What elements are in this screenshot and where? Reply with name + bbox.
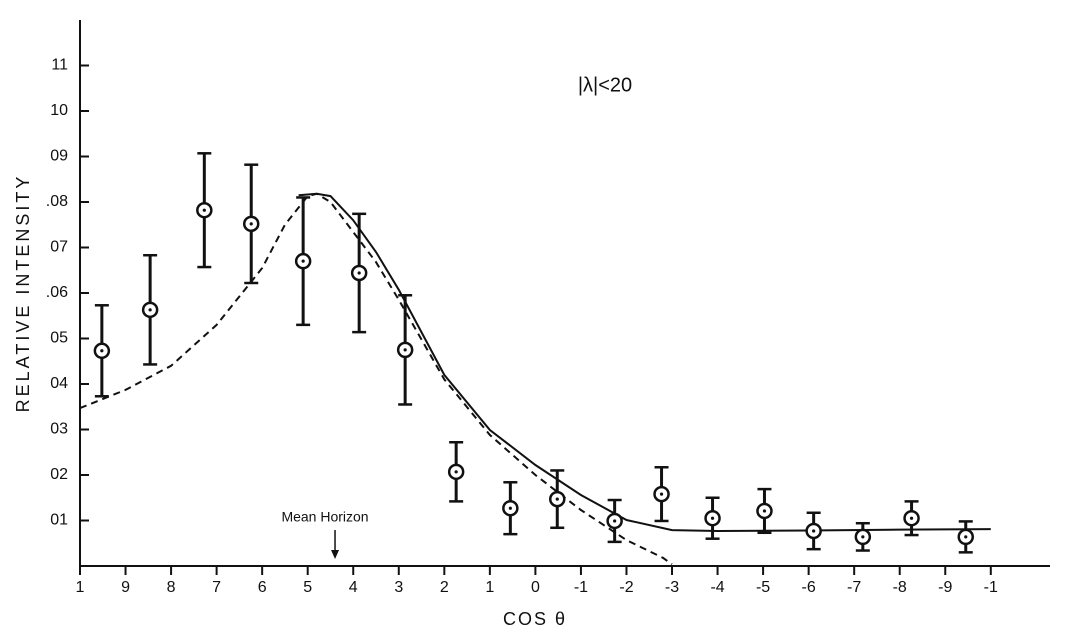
x-axis-label: COS θ [503,609,567,629]
x-tick-label: -8 [893,579,907,596]
x-tick-label: -7 [847,579,861,596]
x-tick-label: -9 [938,579,952,596]
mean-horizon-label: Mean Horizon [281,509,368,525]
mean-horizon-arrowhead [331,550,340,559]
dashed-curve [79,192,673,566]
y-tick-label: 11 [51,57,68,74]
x-tick-label: 7 [212,579,221,596]
x-tick-label: 3 [394,579,403,596]
y-axis-label: RELATIVE INTENSITY [13,174,33,413]
data-point-dot [613,519,617,523]
x-tick-label: -3 [665,579,679,596]
data-point-dot [710,516,715,520]
x-tick-label: 4 [349,579,358,596]
x-tick-label: -1 [574,579,588,596]
y-tick-label: 09 [50,148,68,165]
data-point-dot [861,535,865,539]
annotation: |λ|<20 [578,74,632,96]
y-tick-label: 02 [50,466,68,483]
y-tick-label: 01 [50,512,68,529]
x-tick-label: -1 [984,579,998,596]
data-point-dot [301,259,305,263]
data-point-dot [909,516,914,520]
x-tick-label: 6 [258,579,267,596]
x-tick-label: 8 [167,579,176,596]
x-tick-label: -4 [710,579,724,596]
y-tick-label: .08 [46,193,68,210]
x-tick-label: 0 [531,579,540,596]
data-point-dot [202,208,206,212]
data-point-dot [508,506,512,510]
y-tick-label: .06 [46,284,68,301]
y-tick-label: 10 [50,102,68,119]
y-tick-label: 05 [50,330,68,347]
y-tick-label: 07 [50,239,68,256]
x-tick-label: 2 [440,579,449,596]
data-point-dot [249,222,253,226]
y-tick-label: 04 [50,375,68,392]
data-point-dot [148,308,152,312]
data-point-dot [812,529,816,533]
data-point-dot [762,509,767,513]
data-point-dot [100,349,104,353]
x-tick-label: -2 [619,579,633,596]
data-point-dot [454,470,458,474]
x-tick-label: 9 [121,579,130,596]
solid-curve [298,192,991,533]
x-tick-label: 1 [76,579,85,596]
x-tick-label: -6 [802,579,816,596]
data-point-dot [403,348,407,352]
data-point-dot [659,492,664,496]
x-tick-label: 5 [303,579,312,596]
data-point-dot [555,497,559,501]
x-tick-label: 1 [485,579,494,596]
x-tick-label: -5 [756,579,770,596]
y-tick-label: 03 [50,421,68,438]
data-point-dot [357,271,361,275]
data-point-dot [964,535,968,539]
